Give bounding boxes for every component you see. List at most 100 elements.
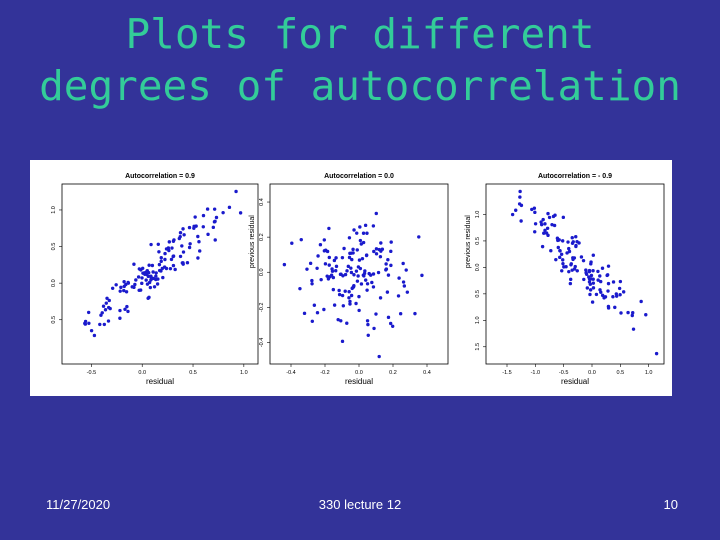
scatter-point-2-70 [352, 284, 356, 288]
scatter-point-1-104 [196, 234, 200, 239]
scatter-point-1-24 [163, 251, 167, 256]
scatter-point-3-93 [514, 208, 518, 212]
scatter-point-1-47 [101, 304, 106, 308]
scatter-figure: Autocorrelation = 0.9 -0.5 0.0 0.5 1.0 residu… [30, 160, 672, 396]
scatter-point-3-46 [591, 277, 595, 281]
scatter-point-3-56 [543, 222, 547, 226]
scatter-point-1-79 [149, 274, 153, 278]
scatter-point-3-23 [596, 269, 600, 274]
scatter-point-3-100 [588, 288, 593, 292]
scatter-point-2-124 [327, 226, 331, 231]
scatter-point-1-97 [126, 281, 131, 285]
scatter-point-3-18 [574, 235, 578, 239]
scatter-point-1-98 [92, 333, 97, 338]
scatter-point-2-12 [336, 317, 340, 322]
scatter-point-2-59 [341, 304, 346, 308]
scatter-point-3-123 [567, 249, 572, 254]
scatter-point-2-9 [343, 289, 347, 293]
scatter-point-3-71 [549, 249, 553, 253]
scatter-point-1-71 [141, 266, 145, 270]
scatter-point-1-103 [221, 210, 225, 215]
scatter-point-1-105 [130, 285, 134, 289]
scatter-point-1-129 [187, 225, 192, 230]
scatter-point-3-86 [587, 268, 592, 273]
scatter-point-3-101 [599, 279, 603, 284]
scatter-point-2-72 [420, 273, 424, 278]
scatter-point-2-37 [357, 308, 361, 313]
scatter-point-1-96 [103, 308, 108, 312]
scatter-point-1-11 [197, 240, 201, 244]
scatter-point-2-96 [364, 253, 369, 258]
scatter-point-2-57 [358, 225, 362, 229]
scatter-point-3-50 [555, 236, 560, 240]
scatter-point-3-74 [560, 239, 565, 243]
y-tick-label-3-4: 0.5 [475, 237, 481, 245]
scatter-point-1-108 [211, 225, 216, 230]
scatter-point-2-36 [302, 311, 307, 316]
slide-title: Plots for different degrees of autocorre… [0, 8, 720, 112]
panel-frame-3 [485, 183, 665, 365]
scatter-point-2-58 [384, 267, 389, 271]
scatter-point-1-75 [106, 319, 111, 323]
scatter-point-1-46 [205, 207, 210, 211]
scatter-point-1-131 [144, 270, 149, 274]
scatter-point-2-49 [348, 299, 352, 304]
scatter-point-3-111 [566, 240, 570, 244]
scatter-point-3-5 [554, 257, 558, 262]
scatter-point-3-6 [518, 195, 522, 199]
scatter-point-2-66 [390, 324, 395, 328]
scatter-point-1-53 [148, 285, 153, 290]
scatter-point-3-89 [606, 281, 611, 286]
scatter-point-1-119 [151, 270, 155, 274]
scatter-point-3-75 [591, 253, 596, 257]
scatter-point-2-83 [347, 289, 351, 294]
scatter-point-1-93 [136, 275, 141, 279]
scatter-point-1-139 [157, 268, 162, 273]
scatter-point-2-68 [365, 282, 370, 286]
scatter-point-2-81 [374, 252, 379, 256]
scatter-point-2-133 [347, 296, 351, 300]
scatter-point-1-70 [171, 254, 175, 259]
scatter-point-3-47 [591, 286, 596, 290]
scatter-point-1-128 [213, 219, 217, 224]
panel-frame-1 [61, 183, 259, 365]
scatter-point-1-56 [144, 278, 148, 282]
scatter-point-2-8 [332, 303, 337, 307]
scatter-point-1-7 [140, 281, 144, 286]
scatter-point-3-107 [618, 293, 622, 297]
title-line-2: degrees of autocorrelation [39, 62, 681, 110]
scatter-point-2-101 [355, 279, 360, 283]
scatter-point-2-14 [310, 319, 315, 323]
scatter-point-3-72 [587, 275, 591, 279]
scatter-point-1-67 [110, 286, 115, 290]
x-tick-label-2-2: 0.0 [355, 370, 363, 376]
scatter-point-3-124 [594, 292, 599, 297]
scatter-point-2-67 [318, 243, 323, 247]
scatter-point-3-128 [546, 211, 550, 216]
scatter-point-2-0 [374, 211, 378, 216]
scatter-point-1-109 [192, 224, 196, 228]
scatter-point-1-121 [206, 232, 210, 237]
scatter-point-2-106 [360, 256, 365, 261]
scatter-point-3-48 [613, 305, 617, 310]
scatter-point-2-110 [322, 307, 326, 312]
x-tick-label-1-2: 0.5 [189, 370, 197, 376]
scatter-point-1-135 [227, 205, 232, 210]
scatter-point-2-102 [363, 269, 367, 273]
scatter-point-2-121 [361, 231, 366, 235]
scatter-point-1-16 [178, 231, 183, 235]
x-tick-label-1-1: 0.0 [138, 370, 146, 376]
scatter-point-2-33 [380, 247, 385, 251]
scatter-point-1-82 [181, 227, 185, 231]
scatter-point-1-4 [187, 245, 192, 250]
scatter-point-2-120 [347, 255, 352, 260]
scatter-point-3-16 [530, 207, 534, 212]
scatter-point-1-88 [107, 298, 111, 303]
x-tick-label-2-1: -0.2 [320, 370, 329, 376]
scatter-point-2-84 [331, 287, 336, 292]
scatter-point-1-106 [180, 244, 184, 248]
scatter-point-2-135 [365, 231, 369, 235]
scatter-point-1-101 [124, 290, 129, 294]
scatter-point-2-62 [388, 321, 393, 326]
scatter-point-2-87 [325, 274, 329, 278]
